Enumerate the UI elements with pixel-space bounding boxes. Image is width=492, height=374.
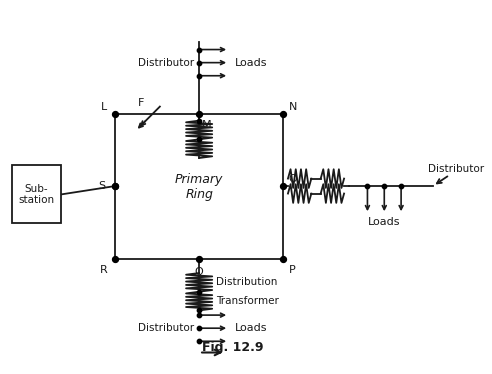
Bar [115,114,283,259]
Point [195,73,203,79]
Point [195,312,203,318]
Point [111,183,119,189]
Point [111,256,119,262]
Point [195,111,203,117]
Point [380,183,388,189]
Text: Fig. 12.9: Fig. 12.9 [202,341,264,355]
Point [195,289,203,295]
Point [195,307,203,313]
Text: L: L [101,102,107,111]
Text: P: P [289,265,296,275]
Point [195,338,203,344]
Point [279,256,287,262]
Text: Sub-
station: Sub- station [18,184,55,205]
Text: S: S [98,181,105,191]
Point [195,117,203,123]
Text: Distributor: Distributor [428,164,484,174]
Text: Distribution: Distribution [216,278,277,287]
Text: Primary
Ring: Primary Ring [175,172,223,200]
Text: Loads: Loads [235,323,267,333]
Point [195,46,203,52]
Point [279,183,287,189]
Point [364,183,371,189]
Text: Distributor: Distributor [138,323,194,333]
Point [195,59,203,65]
Point [195,136,203,142]
Point [195,256,203,262]
Text: R: R [100,265,108,275]
Text: F: F [138,98,144,108]
Text: Q: Q [195,267,204,277]
Point [279,111,287,117]
Text: O: O [288,174,297,184]
Point [397,183,405,189]
Text: M: M [202,120,212,130]
Text: Loads: Loads [368,217,400,227]
Point [111,111,119,117]
Point [111,183,119,189]
Text: Distributor: Distributor [138,58,194,68]
Bar [12,165,61,224]
Text: N: N [288,102,297,111]
Text: Transformer: Transformer [216,296,279,306]
Point [195,325,203,331]
Text: Loads: Loads [235,58,267,68]
